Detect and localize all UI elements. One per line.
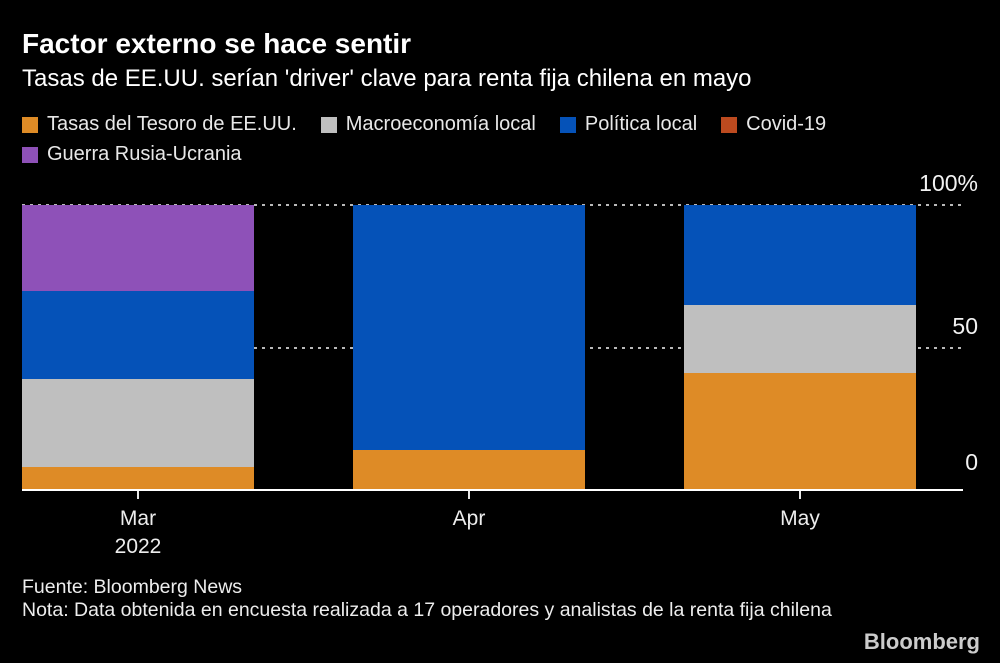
x-axis-label-year: 2022 xyxy=(114,535,162,558)
bar-may xyxy=(684,205,916,490)
x-axis-tick-mar xyxy=(137,491,139,499)
bar-segment-guerra-rusia-ucrania xyxy=(22,205,254,291)
footer: Fuente: Bloomberg News Nota: Data obteni… xyxy=(22,576,832,622)
source-note: Fuente: Bloomberg News xyxy=(22,576,243,598)
legend-swatch-macroeconomia xyxy=(320,116,337,133)
bar-mar-2022 xyxy=(22,205,254,490)
legend-item-tasas-tesoro: Tasas del Tesoro de EE.UU. xyxy=(22,113,297,136)
bar-segment-tasas-del-tesoro-de-ee-uu xyxy=(684,373,916,490)
bar-segment-politica-local xyxy=(22,290,254,379)
legend-label: Tasas del Tesoro de EE.UU. xyxy=(47,113,297,135)
x-axis-label-apr: Apr xyxy=(369,505,569,533)
y-axis-label-100: 100% xyxy=(919,170,978,196)
bar-segment-tasas-del-tesoro-de-ee-uu xyxy=(22,467,254,490)
y-axis-label-0: 0 xyxy=(965,449,978,475)
x-axis-label-month: Apr xyxy=(452,507,486,530)
legend-label: Macroeconomía local xyxy=(345,113,536,135)
x-axis-tick-apr xyxy=(468,491,470,499)
legend-item-covid: Covid-19 xyxy=(721,113,826,136)
legend-label: Guerra Rusia-Ucrania xyxy=(47,143,242,165)
legend: Tasas del Tesoro de EE.UU. Macroeconomía… xyxy=(22,113,972,166)
x-axis-label-month: Mar xyxy=(119,507,157,530)
bloomberg-logo: Bloomberg xyxy=(863,629,980,654)
bar-apr xyxy=(353,205,585,490)
x-axis-label-month: May xyxy=(780,507,820,530)
chart-title: Factor externo se hace sentir xyxy=(22,28,412,59)
x-axis-label-mar: Mar 2022 xyxy=(38,505,238,561)
x-axis-line xyxy=(22,489,963,491)
legend-swatch-covid xyxy=(721,116,738,133)
legend-item-macroeconomia: Macroeconomía local xyxy=(320,113,536,136)
legend-swatch-politica xyxy=(559,116,576,133)
gridline-100 xyxy=(22,204,963,206)
bar-segment-politica-local xyxy=(684,205,916,305)
data-note: Nota: Data obtenida en encuesta realizad… xyxy=(22,599,832,621)
x-axis-label-may: May xyxy=(700,505,900,533)
legend-item-politica: Política local xyxy=(559,113,698,136)
legend-label: Covid-19 xyxy=(746,113,827,135)
y-axis-label-50: 50 xyxy=(952,313,978,339)
bar-segment-tasas-del-tesoro-de-ee-uu xyxy=(353,450,585,490)
legend-item-guerra: Guerra Rusia-Ucrania xyxy=(22,143,242,166)
chart-subtitle: Tasas de EE.UU. serían 'driver' clave pa… xyxy=(22,65,752,92)
bar-segment-macroeconomia-local xyxy=(684,304,916,374)
bar-segment-politica-local xyxy=(353,205,585,451)
x-axis-tick-may xyxy=(799,491,801,499)
legend-swatch-tasas-tesoro xyxy=(22,116,38,133)
bar-segment-macroeconomia-local xyxy=(22,378,254,468)
legend-swatch-guerra xyxy=(22,146,38,163)
legend-label: Política local xyxy=(584,113,698,135)
plot-area xyxy=(22,204,963,491)
